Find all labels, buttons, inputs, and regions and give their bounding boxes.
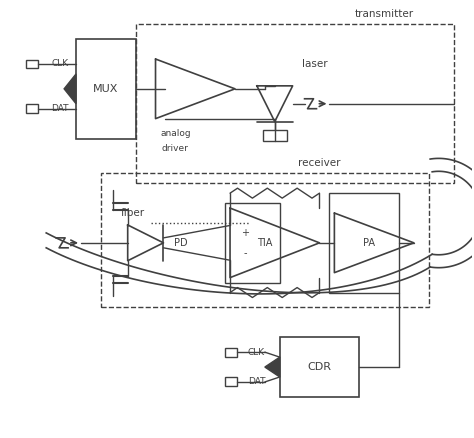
Bar	[225, 203, 280, 283]
Bar	[280, 337, 359, 397]
Bar	[329, 193, 399, 293]
Text: receiver: receiver	[298, 159, 341, 168]
Text: +: +	[241, 228, 249, 238]
Bar	[136, 24, 454, 183]
Bar	[76, 39, 136, 138]
Text: CLK: CLK	[248, 348, 265, 357]
Bar	[27, 104, 38, 113]
Bar	[225, 348, 237, 357]
Polygon shape	[64, 74, 76, 104]
Bar	[27, 60, 38, 68]
Text: CDR: CDR	[308, 362, 331, 372]
Bar	[225, 378, 237, 386]
Text: PD: PD	[173, 238, 187, 248]
Text: transmitter: transmitter	[355, 9, 414, 19]
Text: PA: PA	[363, 238, 375, 248]
Bar	[101, 173, 429, 307]
Text: DAT: DAT	[248, 378, 265, 386]
Text: laser: laser	[301, 59, 328, 69]
Text: DAT: DAT	[51, 104, 69, 113]
Text: CLK: CLK	[51, 60, 68, 68]
Text: MUX: MUX	[93, 84, 118, 94]
Text: -: -	[243, 248, 246, 258]
Polygon shape	[265, 357, 280, 377]
Bar	[263, 130, 287, 141]
Text: TIA: TIA	[257, 238, 273, 248]
Text: driver: driver	[162, 144, 189, 153]
Text: fiber: fiber	[121, 208, 145, 218]
Text: analog: analog	[160, 129, 191, 138]
